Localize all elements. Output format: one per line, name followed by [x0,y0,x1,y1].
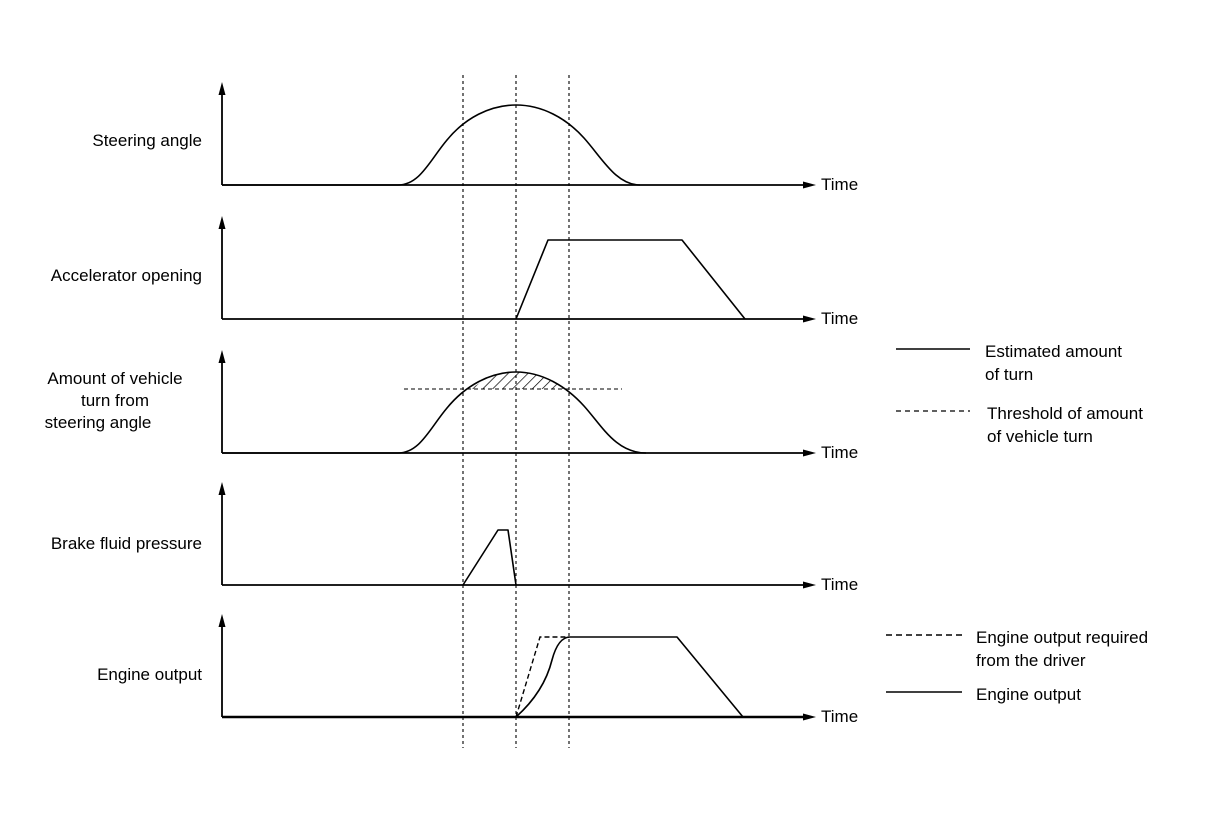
y-axis-arrow [218,350,226,363]
legend-text-threshold: Threshold of amount [987,404,1143,423]
legend-text-required-output: from the driver [976,651,1086,670]
x-axis-arrow [803,181,816,189]
time-axis-label: Time [821,309,858,328]
x-axis-arrow [803,581,816,589]
estimated-turn-curve [222,371,647,454]
panel-label-steering-angle: Steering angle [92,131,202,150]
steering-angle-curve [222,104,641,186]
panel-label-vehicle-turn: steering angle [45,413,152,432]
engine-output-curve [515,636,744,718]
y-axis-arrow [218,614,226,627]
y-axis-arrow [218,216,226,229]
panel-label-accelerator-opening: Accelerator opening [51,266,202,285]
required-engine-output-curve [515,636,569,718]
time-axis-label: Time [821,707,858,726]
x-axis-arrow [803,449,816,457]
legend-text-estimated-turn: Estimated amount [985,342,1122,361]
panel-label-vehicle-turn: turn from [81,391,149,410]
panel-accelerator-opening: Accelerator opening Time [51,216,858,328]
x-axis-arrow [803,713,816,721]
panel-engine-output: Engine output Time [97,614,858,726]
accelerator-opening-curve [515,239,746,320]
panel-brake-fluid-pressure: Brake fluid pressure Time [51,482,858,594]
y-axis-arrow [218,482,226,495]
x-axis-arrow [803,315,816,323]
legend-text-threshold: of vehicle turn [987,427,1093,446]
brake-pressure-curve [462,529,517,586]
legend-text-estimated-turn: of turn [985,365,1033,384]
panel-label-brake-fluid-pressure: Brake fluid pressure [51,534,202,553]
panel-label-engine-output: Engine output [97,665,202,684]
y-axis-arrow [218,82,226,95]
time-axis-label: Time [821,443,858,462]
panel-label-vehicle-turn: Amount of vehicle [47,369,182,388]
time-axis-label: Time [821,175,858,194]
legend-engine: Engine output required from the driver E… [886,628,1148,704]
legend-text-required-output: Engine output required [976,628,1148,647]
panel-vehicle-turn: Amount of vehicle turn from steering ang… [45,350,858,462]
time-axis-label: Time [821,575,858,594]
panel-steering-angle: Steering angle Time [92,82,858,194]
legend-text-engine-output: Engine output [976,685,1081,704]
legend-turn: Estimated amount of turn Threshold of am… [896,342,1143,446]
